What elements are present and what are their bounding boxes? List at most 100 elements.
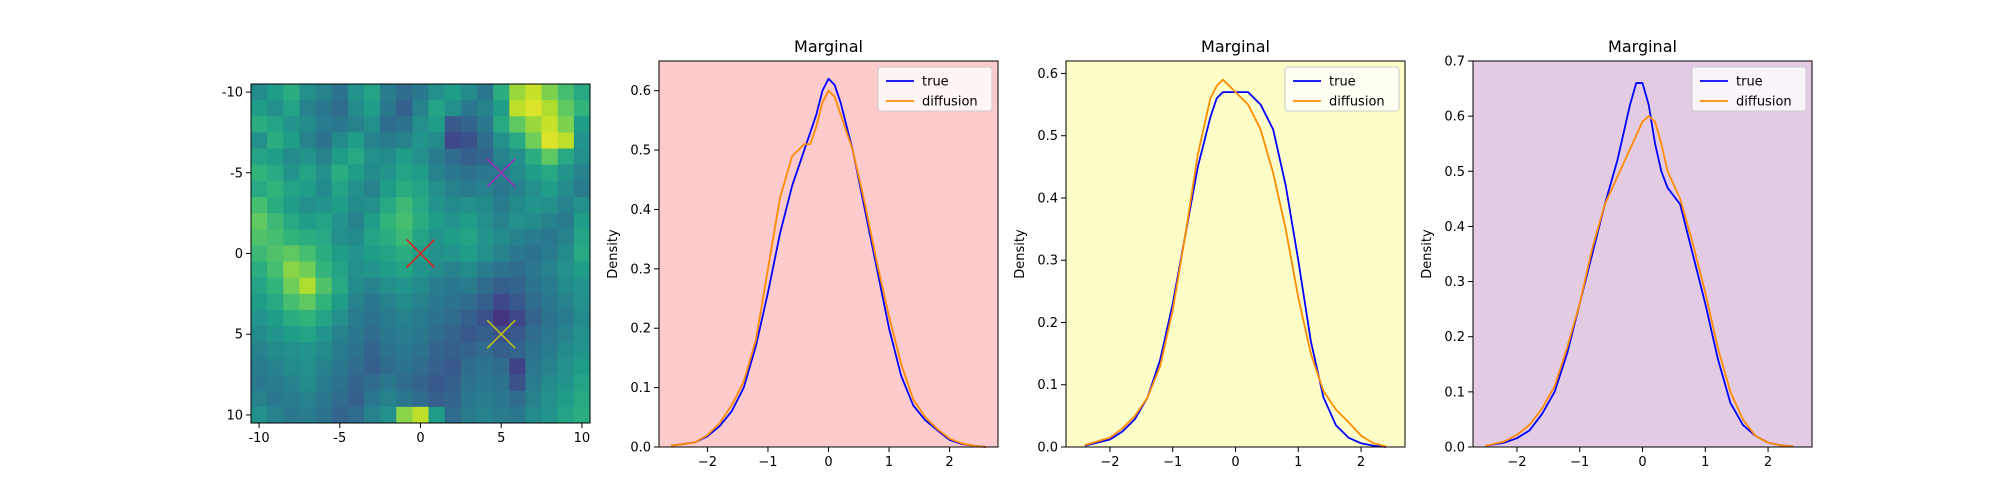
heatmap-cell: [380, 358, 397, 375]
heatmap-cell: [428, 100, 446, 117]
heatmap-cell: [557, 164, 575, 182]
heatmap-cell: [557, 374, 575, 392]
heatmap-cell: [493, 261, 510, 279]
heatmap-cell: [396, 277, 413, 295]
heatmap-cell: [573, 293, 591, 311]
x-tick-label: 2: [1357, 455, 1365, 470]
heatmap-cell: [267, 390, 284, 408]
heatmap-cell: [251, 84, 268, 101]
heatmap-cell: [444, 116, 462, 133]
heatmap-cell: [380, 245, 397, 262]
heatmap-cell: [493, 197, 510, 214]
heatmap-cell: [412, 326, 429, 343]
heatmap-cell: [541, 148, 559, 166]
heatmap-cell: [299, 229, 316, 246]
heatmap-cell: [525, 358, 542, 375]
y-axis-label: Density: [1420, 229, 1435, 279]
legend: true diffusion: [1691, 66, 1807, 112]
heatmap-cell: [380, 132, 397, 149]
heatmap-cell: [525, 261, 542, 279]
heatmap-cell: [396, 406, 413, 424]
heatmap-cell: [347, 261, 365, 279]
heatmap-cell: [541, 213, 559, 230]
heatmap-cell: [267, 342, 284, 359]
heatmap-cell: [283, 277, 300, 295]
heatmap-cell: [493, 342, 510, 359]
heatmap-cell: [428, 310, 446, 327]
heatmap-cell: [283, 406, 300, 424]
heatmap-cell: [396, 164, 413, 182]
heatmap-cell: [267, 197, 284, 214]
heatmap-cell: [557, 148, 575, 166]
heatmap-cell: [444, 390, 462, 408]
series-line-true: [1084, 91, 1387, 448]
heatmap-cell: [493, 100, 510, 117]
heatmap-cell: [460, 406, 478, 424]
heatmap-cell: [283, 180, 300, 198]
heatmap-cell: [347, 342, 365, 359]
heatmap-cell: [380, 213, 397, 230]
heatmap-cell: [444, 229, 462, 246]
heatmap-cell: [331, 374, 349, 392]
heatmap-cell: [299, 390, 316, 408]
heatmap-cell: [380, 326, 397, 343]
heatmap-cell: [251, 148, 268, 166]
heatmap-cell: [541, 293, 559, 311]
y-tick-label: 0.7: [1444, 55, 1465, 70]
heatmap-cell: [412, 261, 429, 279]
heatmap-cell: [396, 148, 413, 166]
heatmap-cell: [444, 100, 462, 117]
heatmap-cell: [315, 229, 333, 246]
heatmap-cell: [573, 84, 591, 101]
heatmap-cell: [331, 116, 349, 133]
heatmap-cell: [493, 390, 510, 408]
heatmap-cell: [541, 374, 559, 392]
heatmap-cell: [283, 293, 300, 311]
y-tick-label: 0.0: [1444, 441, 1465, 456]
heatmap-cell: [380, 180, 397, 198]
y-tick-label: 0.6: [630, 84, 651, 99]
heatmap-cell: [573, 390, 591, 408]
heatmap-cell: [493, 229, 510, 246]
heatmap-cell: [315, 326, 333, 343]
heatmap-cell: [412, 342, 429, 359]
heatmap-cell: [380, 116, 397, 133]
heatmap-cell: [412, 148, 429, 166]
heatmap-cell: [380, 390, 397, 408]
heatmap-cell: [541, 406, 559, 424]
heatmap-cell: [493, 277, 510, 295]
y-tick-label: 0.3: [1444, 275, 1465, 290]
heatmap-cell: [347, 116, 365, 133]
heatmap-cell: [267, 132, 284, 149]
heatmap-cell: [315, 358, 333, 375]
heatmap-cell: [396, 326, 413, 343]
heatmap-cell: [347, 374, 365, 392]
heatmap-cell: [412, 116, 429, 133]
legend-entry: true: [922, 75, 949, 90]
heatmap-cell: [541, 100, 559, 117]
heatmap-cell: [477, 326, 494, 343]
heatmap-cell: [396, 213, 413, 230]
heatmap-cell: [460, 261, 478, 279]
heatmap-cell: [283, 197, 300, 214]
heatmap-cell: [460, 116, 478, 133]
x-tick-label: −1: [758, 455, 777, 470]
heatmap-cell: [573, 132, 591, 149]
heatmap-cell: [444, 132, 462, 149]
heatmap-panel: -10 -5 0 5 10 -10 -5 0 5 10: [222, 83, 591, 446]
heatmap-cell: [267, 84, 284, 101]
heatmap-cell: [525, 293, 542, 311]
heatmap-cell: [315, 116, 333, 133]
heatmap-cell: [477, 261, 494, 279]
heatmap-cell: [347, 213, 365, 230]
heatmap-cell: [477, 277, 494, 295]
heatmap-cell: [525, 277, 542, 295]
heatmap-cell: [428, 197, 446, 214]
heatmap-cell: [573, 261, 591, 279]
heatmap-cell: [444, 310, 462, 327]
y-tick-label: 0.1: [1444, 385, 1465, 400]
heatmap-cell: [573, 374, 591, 392]
heatmap-marker: [405, 238, 436, 269]
heatmap-cell: [525, 132, 542, 149]
heatmap-cell: [251, 277, 268, 295]
